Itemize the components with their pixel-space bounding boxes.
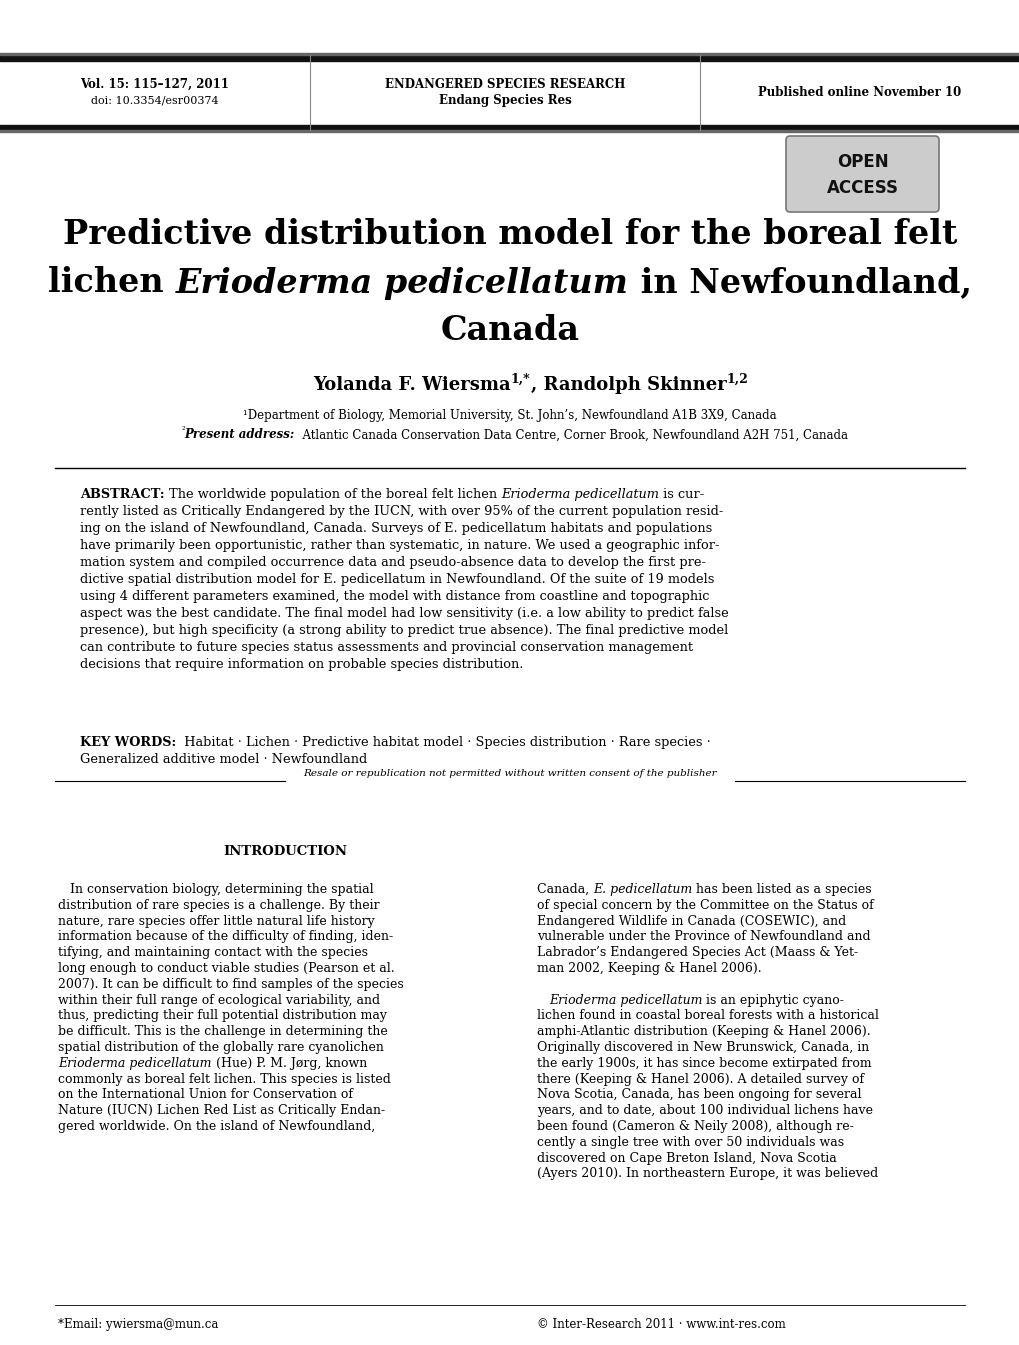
Text: In conservation biology, determining the spatial: In conservation biology, determining the… [58,884,373,896]
Text: Published online November 10: Published online November 10 [758,86,961,100]
Text: Canada,: Canada, [536,884,592,896]
Text: ²​Present address:: ²​Present address: [458,429,561,441]
Text: of special concern by the Committee on the Status of: of special concern by the Committee on t… [536,898,873,912]
Text: information because of the difficulty of finding, iden-: information because of the difficulty of… [58,931,392,943]
Text: Endangered Wildlife in Canada (COSEWIC), and: Endangered Wildlife in Canada (COSEWIC),… [536,915,846,928]
Text: Erioderma pedicellatum: Erioderma pedicellatum [500,488,658,500]
Text: amphi-Atlantic distribution (Keeping & Hanel 2006).: amphi-Atlantic distribution (Keeping & H… [536,1025,870,1038]
Text: spatial distribution of the globally rare cyanolichen: spatial distribution of the globally rar… [58,1041,383,1054]
Text: Vol. 15: 115–127, 2011: Vol. 15: 115–127, 2011 [81,78,229,91]
Text: years, and to date, about 100 individual lichens have: years, and to date, about 100 individual… [536,1104,872,1118]
Text: commonly as boreal felt lichen. This species is listed: commonly as boreal felt lichen. This spe… [58,1072,390,1085]
Text: Present address:: Present address: [184,429,294,441]
Text: 2007). It can be difficult to find samples of the species: 2007). It can be difficult to find sampl… [58,978,404,991]
Text: dictive spatial distribution model for E. pedicellatum in Newfoundland. Of the s: dictive spatial distribution model for E… [79,573,713,586]
Text: man 2002, Keeping & Hanel 2006).: man 2002, Keeping & Hanel 2006). [536,962,761,975]
Text: discovered on Cape Breton Island, Nova Scotia: discovered on Cape Breton Island, Nova S… [536,1151,836,1165]
Text: ²Present address:  Atlantic Canada Conservation Data Centre, Corner Brook, Newfo: ²Present address: Atlantic Canada Conser… [181,429,838,441]
Text: distribution of rare species is a challenge. By their: distribution of rare species is a challe… [58,898,379,912]
Text: Canada: Canada [440,315,579,347]
Text: , Randolph Skinner: , Randolph Skinner [530,377,726,394]
Text: Endang Species Res: Endang Species Res [438,94,571,108]
Text: Habitat · Lichen · Predictive habitat model · Species distribution · Rare specie: Habitat · Lichen · Predictive habitat mo… [176,736,710,749]
Text: Resale or republication not permitted without written consent of the publisher: Resale or republication not permitted wi… [303,769,716,777]
Text: Nova Scotia, Canada, has been ongoing for several: Nova Scotia, Canada, has been ongoing fo… [536,1088,861,1102]
Text: Labrador’s Endangered Species Act (Maass & Yet-: Labrador’s Endangered Species Act (Maass… [536,946,857,959]
Text: nature, rare species offer little natural life history: nature, rare species offer little natura… [58,915,374,928]
Text: vulnerable under the Province of Newfoundland and: vulnerable under the Province of Newfoun… [536,931,870,943]
Text: 1,*: 1,* [511,373,530,386]
Text: ACCESS: ACCESS [825,179,898,196]
Text: mation system and compiled occurrence data and pseudo-absence data to develop th: mation system and compiled occurrence da… [79,555,705,569]
Text: Yolanda F. Wiersma, Randolph Skinner: Yolanda F. Wiersma, Randolph Skinner [313,426,706,444]
FancyBboxPatch shape [786,136,938,213]
Text: the early 1900s, it has since become extirpated from: the early 1900s, it has since become ext… [536,1057,871,1069]
Text: ²: ² [181,426,184,436]
Text: (Ayers 2010). In northeastern Europe, it was believed: (Ayers 2010). In northeastern Europe, it… [536,1167,877,1181]
Text: on the International Union for Conservation of: on the International Union for Conservat… [58,1088,353,1102]
Text: E. pedicellatum: E. pedicellatum [592,884,692,896]
Text: Erioderma pedicellatum: Erioderma pedicellatum [58,1057,211,1069]
Text: INTRODUCTION: INTRODUCTION [223,845,346,858]
Text: has been listed as a species: has been listed as a species [692,884,871,896]
Text: long enough to conduct viable studies (Pearson et al.: long enough to conduct viable studies (P… [58,962,394,975]
Text: ¹Department of Biology, Memorial University, St. John’s, Newfoundland A1B 3X9, C: ¹Department of Biology, Memorial Univers… [243,409,776,421]
Text: thus, predicting their full potential distribution may: thus, predicting their full potential di… [58,1009,386,1022]
Text: © Inter-Research 2011 · www.int-res.com: © Inter-Research 2011 · www.int-res.com [536,1318,785,1332]
Text: (Hue) P. M. Jørg, known: (Hue) P. M. Jørg, known [211,1057,367,1069]
Text: doi: 10.3354/esr00374: doi: 10.3354/esr00374 [91,95,219,105]
Text: Erioderma pedicellatum: Erioderma pedicellatum [175,266,628,300]
Text: cently a single tree with over 50 individuals was: cently a single tree with over 50 indivi… [536,1135,844,1149]
Text: be difficult. This is the challenge in determining the: be difficult. This is the challenge in d… [58,1025,387,1038]
Text: been found (Cameron & Neily 2008), although re-: been found (Cameron & Neily 2008), altho… [536,1120,853,1132]
Text: lichen Erioderma pedicellatum in Newfoundland,: lichen Erioderma pedicellatum in Newfoun… [48,266,971,300]
Text: in Newfoundland,: in Newfoundland, [628,266,971,300]
Text: decisions that require information on probable species distribution.: decisions that require information on pr… [79,658,523,671]
Text: rently listed as Critically Endangered by the IUCN, with over 95% of the current: rently listed as Critically Endangered b… [79,504,722,518]
Text: The worldwide population of the boreal felt lichen: The worldwide population of the boreal f… [164,488,500,500]
Text: OPEN: OPEN [836,153,888,171]
Text: presence), but high specificity (a strong ability to predict true absence). The : presence), but high specificity (a stron… [79,624,728,638]
Text: Nature (IUCN) Lichen Red List as Critically Endan-: Nature (IUCN) Lichen Red List as Critica… [58,1104,385,1118]
Text: lichen: lichen [48,266,175,300]
Text: ENDANGERED SPECIES RESEARCH: ENDANGERED SPECIES RESEARCH [384,78,625,91]
Text: within their full range of ecological variability, and: within their full range of ecological va… [58,994,380,1006]
Text: is cur-: is cur- [658,488,703,500]
Text: Predictive distribution model for the boreal felt: Predictive distribution model for the bo… [63,218,956,252]
Text: ABSTRACT:: ABSTRACT: [79,488,164,500]
Text: Yolanda F. Wiersma    , Randolph Skinner: Yolanda F. Wiersma , Randolph Skinner [301,377,718,394]
Text: tifying, and maintaining contact with the species: tifying, and maintaining contact with th… [58,946,368,959]
Text: there (Keeping & Hanel 2006). A detailed survey of: there (Keeping & Hanel 2006). A detailed… [536,1072,863,1085]
Text: ing on the island of Newfoundland, Canada. Surveys of E. pedicellatum habitats a: ing on the island of Newfoundland, Canad… [79,522,711,535]
Text: lichen found in coastal boreal forests with a historical: lichen found in coastal boreal forests w… [536,1009,878,1022]
Text: Generalized additive model · Newfoundland: Generalized additive model · Newfoundlan… [79,753,367,767]
Text: Atlantic Canada Conservation Data Centre, Corner Brook, Newfoundland A2H 751, Ca: Atlantic Canada Conservation Data Centre… [294,429,847,441]
Text: 1,2: 1,2 [726,373,748,386]
Text: is an epiphytic cyano-: is an epiphytic cyano- [702,994,844,1006]
Text: Yolanda F. Wiersma: Yolanda F. Wiersma [313,377,511,394]
Text: Originally discovered in New Brunswick, Canada, in: Originally discovered in New Brunswick, … [536,1041,868,1054]
Text: *Email: ywiersma@mun.ca: *Email: ywiersma@mun.ca [58,1318,218,1332]
Text: gered worldwide. On the island of Newfoundland,: gered worldwide. On the island of Newfou… [58,1120,375,1132]
Text: aspect was the best candidate. The final model had low sensitivity (i.e. a low a: aspect was the best candidate. The final… [79,607,728,620]
Text: have primarily been opportunistic, rather than systematic, in nature. We used a : have primarily been opportunistic, rathe… [79,539,718,551]
Text: can contribute to future species status assessments and provincial conservation : can contribute to future species status … [79,642,693,654]
Text: using 4 different parameters examined, the model with distance from coastline an: using 4 different parameters examined, t… [79,590,708,603]
Text: Erioderma pedicellatum: Erioderma pedicellatum [548,994,702,1006]
Text: KEY WORDS:: KEY WORDS: [79,736,176,749]
